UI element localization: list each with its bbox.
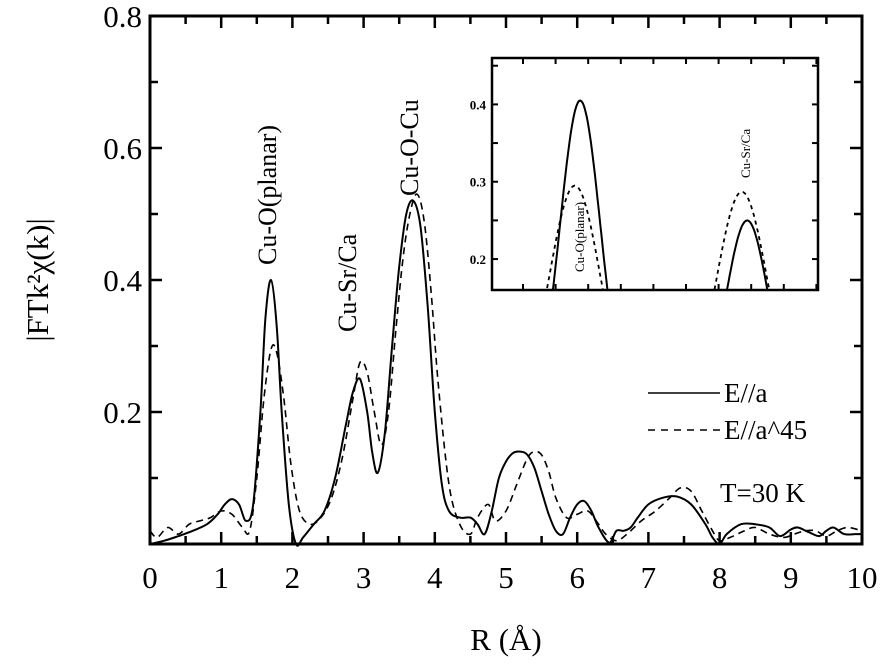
- inset-y-tick-labels: 0.2 0.3 0.4: [470, 97, 487, 267]
- x-axis-tick-labels: 0 1 2 3 4 5 6 7 8 9 10: [142, 560, 877, 595]
- x-tick-label: 2: [285, 560, 301, 595]
- inset-plot: 0.2 0.3 0.4 Cu-O(planar) Cu-Sr/Ca: [470, 56, 820, 292]
- inset-series-e-a45-line: [546, 184, 771, 289]
- peak-label-cu-sr-ca: Cu-Sr/Ca: [333, 233, 362, 332]
- x-tick-label: 4: [427, 560, 443, 595]
- x-tick-label: 3: [356, 560, 372, 595]
- legend: E//a E//a^45: [648, 378, 807, 445]
- temperature-annotation: T=30 K: [720, 478, 805, 508]
- x-tick-label: 10: [847, 560, 878, 595]
- y-tick-label: 0.2: [103, 395, 142, 430]
- y-axis-tick-labels: 0.2 0.4 0.6 0.8: [103, 0, 142, 430]
- y-axis-ticks: [150, 14, 862, 480]
- x-tick-label: 1: [213, 560, 229, 595]
- x-tick-label: 6: [569, 560, 585, 595]
- legend-label-e-a: E//a: [724, 378, 767, 408]
- x-tick-label: 0: [142, 560, 158, 595]
- y-tick-label: 0.8: [103, 0, 142, 34]
- series-e-a-line: [149, 199, 862, 547]
- x-axis-title: R (Å): [470, 622, 541, 657]
- inset-series-e-a-line: [551, 99, 769, 289]
- inset-y-tick-label: 0.2: [470, 252, 486, 267]
- inset-peak-label-cu-o-planar: Cu-O(planar): [572, 202, 587, 272]
- inset-frame: [490, 56, 820, 292]
- x-tick-label: 7: [641, 560, 657, 595]
- series-e-a45-line: [149, 193, 863, 542]
- inset-peak-label-cu-sr-ca: Cu-Sr/Ca: [738, 129, 753, 178]
- legend-label-e-a45: E//a^45: [724, 415, 807, 445]
- y-tick-label: 0.6: [103, 131, 142, 166]
- y-axis-title: |FTk²χ(k)|: [20, 218, 55, 341]
- x-tick-label: 8: [712, 560, 728, 595]
- x-axis-ticks: [148, 16, 864, 544]
- peak-label-cu-o-cu: Cu-O-Cu: [395, 99, 424, 196]
- inset-y-tick-label: 0.3: [470, 175, 487, 190]
- x-tick-label: 5: [498, 560, 514, 595]
- peak-label-cu-o-planar: Cu-O(planar): [253, 125, 282, 265]
- inset-ticks: [492, 58, 818, 290]
- inset-y-tick-label: 0.4: [470, 97, 487, 112]
- y-tick-label: 0.4: [103, 263, 142, 298]
- x-tick-label: 9: [783, 560, 799, 595]
